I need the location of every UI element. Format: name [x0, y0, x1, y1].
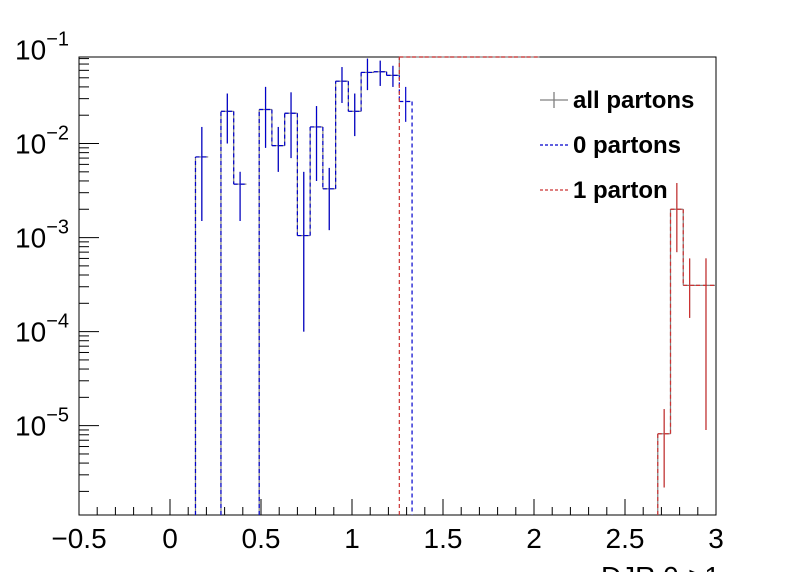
x-tick-label: −0.5 — [51, 523, 106, 554]
series-0-partons — [194, 58, 413, 515]
axis-ticks — [78, 58, 717, 515]
x-tick-label: 2 — [526, 523, 542, 554]
x-axis-title: DJR 0->1 — [601, 561, 720, 572]
series-1-parton — [398, 56, 716, 515]
x-tick-label: 1.5 — [424, 523, 463, 554]
x-tick-label: 2.5 — [606, 523, 645, 554]
legend-label: 1 parton — [573, 177, 668, 204]
x-tick-label: 3 — [708, 523, 724, 554]
y-tick-label: 10−3 — [15, 217, 69, 254]
plot-frame — [78, 56, 717, 516]
legend: all partons 0 partons 1 parton — [540, 87, 694, 204]
x-tick-label: 0.5 — [242, 523, 281, 554]
y-tick-label: 10−1 — [15, 28, 69, 65]
y-tick-label: 10−2 — [15, 123, 69, 160]
y-tick-label: 10−5 — [15, 405, 69, 442]
tick-labels: −0.5 0 0.5 1 1.5 2 2.5 3 10−5 10−4 10−3 10−2 10−1 — [15, 28, 724, 554]
histogram-series — [194, 56, 716, 515]
legend-label: all partons — [573, 87, 694, 114]
y-tick-label: 10−4 — [15, 311, 69, 348]
legend-label: 0 partons — [573, 132, 681, 159]
plot-area-border — [78, 56, 717, 516]
series-all-partons — [194, 56, 716, 515]
x-tick-label: 1 — [344, 523, 360, 554]
x-tick-label: 0 — [162, 523, 178, 554]
